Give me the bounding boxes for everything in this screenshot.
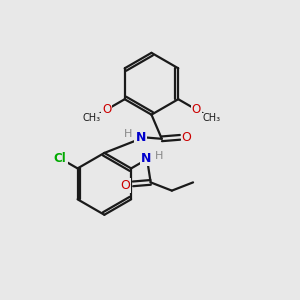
Text: H: H bbox=[155, 152, 163, 161]
Text: CH₃: CH₃ bbox=[82, 113, 100, 123]
Text: O: O bbox=[102, 103, 112, 116]
Text: N: N bbox=[135, 131, 146, 144]
Text: O: O bbox=[191, 103, 201, 116]
Text: O: O bbox=[120, 179, 130, 192]
Text: Cl: Cl bbox=[54, 152, 67, 165]
Text: O: O bbox=[182, 131, 191, 144]
Text: O: O bbox=[102, 103, 112, 116]
Text: H: H bbox=[124, 129, 132, 140]
Text: CH₃: CH₃ bbox=[81, 113, 99, 123]
Text: CH₃: CH₃ bbox=[202, 113, 220, 123]
Text: N: N bbox=[141, 152, 152, 165]
